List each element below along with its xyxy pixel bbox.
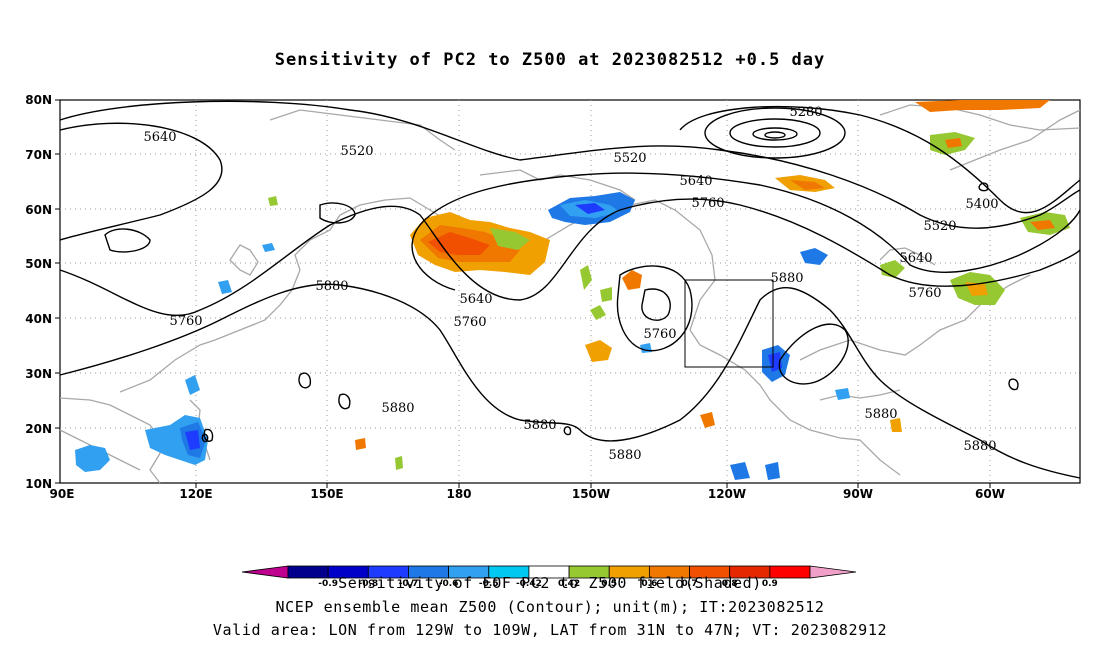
colorbar-tick-label: -0.7 <box>399 579 419 589</box>
contour-label: 5400 <box>965 197 998 212</box>
colorbar <box>241 565 857 579</box>
colorbar-tick-label: -0.42 <box>516 579 542 589</box>
longitude-labels: 90E 120E 150E 180 150W 120W 90W 60W <box>50 487 1005 501</box>
lat-label: 20N <box>25 422 52 436</box>
caption-shading: Sensitivity of EOF PC2 to Z500 field(Sha… <box>338 574 762 592</box>
contour-label: 5880 <box>608 448 641 463</box>
contour-label: 5280 <box>789 105 822 120</box>
colorbar-tick-label: 0.5 <box>601 579 617 589</box>
colorbar-tick-label: -0.5 <box>479 579 499 589</box>
colorbar-tick-label: 0.42 <box>558 579 580 589</box>
contour-label: 5880 <box>770 271 803 286</box>
lon-label: 120E <box>179 487 212 501</box>
colorbar-tick-label: 0.6 <box>641 579 657 589</box>
contour-label: 5880 <box>864 407 897 422</box>
contour-label: 5760 <box>643 327 676 342</box>
lon-label: 60W <box>975 487 1005 501</box>
lon-label: 180 <box>446 487 471 501</box>
colorbar-tick-label: 0.8 <box>722 579 738 589</box>
lat-label: 30N <box>25 367 52 381</box>
contour-label: 5760 <box>691 196 724 211</box>
sensitivity-shading <box>75 100 1070 480</box>
colorbar-tick-label: 0.7 <box>682 579 698 589</box>
contour-label: 5880 <box>963 439 996 454</box>
colorbar-tick-label: 0.9 <box>762 579 778 589</box>
caption-valid-area: Valid area: LON from 129W to 109W, LAT f… <box>212 621 888 639</box>
colorbar-labels: -0.9 -0.8 -0.7 -0.6 -0.5 -0.42 0.42 0.5 0.6 0.7 0.… <box>318 579 778 589</box>
lat-label: 60N <box>25 203 52 217</box>
lon-label: 90E <box>50 487 75 501</box>
contour-label: 5640 <box>143 130 176 145</box>
contour-label: 5640 <box>899 251 932 266</box>
lon-ticks <box>195 483 991 488</box>
z500-contours <box>59 100 1081 479</box>
lat-label: 50N <box>25 257 52 271</box>
valid-area-box <box>684 279 774 368</box>
contour-label: 5760 <box>169 314 202 329</box>
lon-label: 150E <box>310 487 343 501</box>
lon-label: 90W <box>843 487 873 501</box>
contour-labels: 5280 5400 5520 5520 5520 5640 5640 5640 … <box>143 105 998 463</box>
contour-label: 5520 <box>613 151 646 166</box>
colorbar-tick-label: -0.9 <box>318 579 338 589</box>
map-title: Sensitivity of PC2 to Z500 at 2023082512… <box>274 50 826 70</box>
contour-label: 5520 <box>340 144 373 159</box>
lon-label: 120W <box>708 487 746 501</box>
caption-contour: NCEP ensemble mean Z500 (Contour); unit(… <box>275 598 825 616</box>
contour-label: 5640 <box>679 174 712 189</box>
lat-label: 80N <box>25 93 52 107</box>
contour-label: 5640 <box>459 292 492 307</box>
contour-label: 5520 <box>923 219 956 234</box>
colorbar-tick-label: -0.6 <box>439 579 459 589</box>
colorbar-max-arrow <box>809 565 857 579</box>
lon-label: 150W <box>572 487 610 501</box>
contour-label: 5880 <box>315 279 348 294</box>
colorbar-tick-label: -0.8 <box>358 579 378 589</box>
contour-label: 5880 <box>381 401 414 416</box>
contour-label: 5760 <box>908 286 941 301</box>
lat-label: 40N <box>25 312 52 326</box>
latitude-labels: 80N 70N 60N 50N 40N 30N 20N 10N <box>25 93 52 491</box>
lat-ticks <box>55 99 60 484</box>
lat-label: 70N <box>25 148 52 162</box>
contour-label: 5760 <box>453 315 486 330</box>
contour-label: 5880 <box>523 418 556 433</box>
lat-label: 10N <box>25 477 52 491</box>
